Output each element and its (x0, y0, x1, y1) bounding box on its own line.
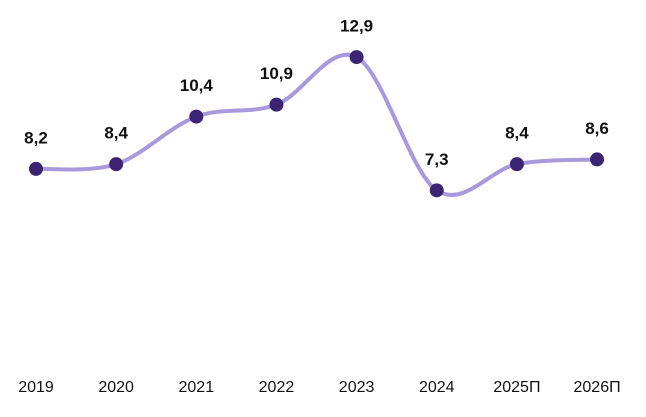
value-label: 10,4 (180, 76, 214, 95)
value-label: 10,9 (260, 64, 293, 83)
x-tick-label: 2025П (493, 379, 540, 396)
marker (429, 183, 444, 198)
value-label: 8,4 (505, 124, 529, 143)
marker (269, 97, 284, 112)
value-label: 8,6 (585, 119, 609, 138)
x-tick-label: 2023 (339, 379, 375, 396)
marker (189, 109, 204, 124)
x-tick-label: 2019 (18, 379, 54, 396)
x-tick-label: 2020 (98, 379, 134, 396)
value-label: 8,4 (104, 124, 128, 143)
value-label: 8,2 (24, 128, 48, 147)
marker (590, 152, 605, 167)
marker (29, 161, 43, 176)
marker (509, 157, 524, 172)
x-tick-label: 2024 (419, 379, 455, 396)
x-tick-label: 2021 (179, 379, 215, 396)
marker (349, 50, 364, 65)
value-label: 12,9 (340, 17, 373, 36)
value-label: 7,3 (425, 150, 449, 169)
x-tick-label: 2022 (259, 379, 295, 396)
marker (109, 157, 124, 172)
x-tick-label: 2026П (574, 379, 621, 396)
line (34, 52, 600, 197)
